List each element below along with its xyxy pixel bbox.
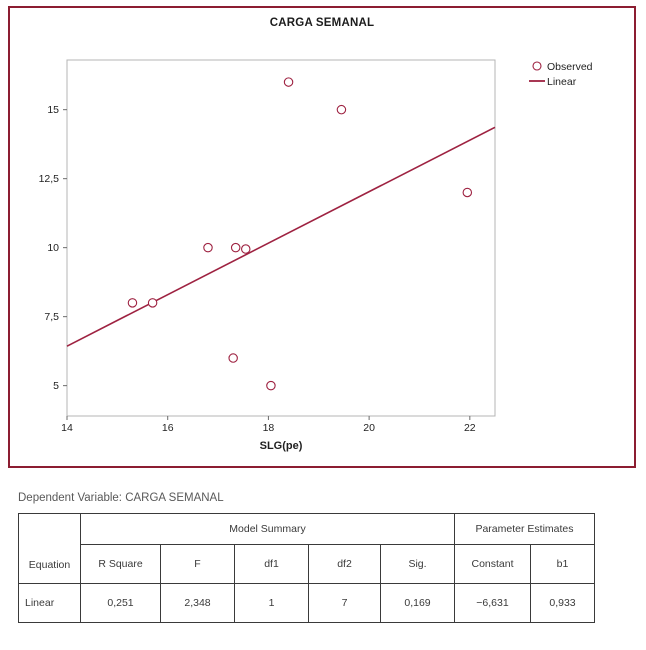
- x-tick-label: 22: [464, 422, 476, 434]
- cell-b1: 0,933: [530, 583, 595, 623]
- y-tick-label: 12,5: [39, 173, 60, 185]
- col-header-equation: Equation: [18, 513, 81, 584]
- cell-equation: Linear: [18, 583, 81, 623]
- results-table: Equation Model Summary Parameter Estimat…: [18, 513, 595, 623]
- x-tick-label: 18: [263, 422, 275, 434]
- observed-point: [127, 298, 138, 308]
- cell-sig: 0,169: [380, 583, 455, 623]
- observed-point: [241, 244, 251, 254]
- y-tick-label: 15: [47, 104, 59, 116]
- group-header-model-summary: Model Summary: [80, 513, 455, 545]
- y-tick-label: 10: [47, 242, 59, 254]
- group-header-parameter-estimates: Parameter Estimates: [454, 513, 595, 545]
- table-row: Linear 0,251 2,348 1 7 0,169 −6,631 0,93…: [18, 583, 595, 623]
- observed-point: [228, 353, 238, 363]
- cell-df2: 7: [308, 583, 381, 623]
- x-tick-label: 20: [363, 422, 375, 434]
- chart-frame: CARGA SEMANAL 5 7,5 10 12,5 15 14 16 18 20 22 SLG(…: [8, 6, 636, 468]
- y-tick-label: 7,5: [44, 311, 59, 323]
- col-header-df2: df2: [308, 544, 381, 584]
- col-header-f: F: [160, 544, 235, 584]
- observed-point: [230, 242, 241, 253]
- col-header-df1: df1: [234, 544, 309, 584]
- cell-rsquare: 0,251: [80, 583, 161, 623]
- x-tick-label: 14: [61, 422, 73, 434]
- cell-df1: 1: [234, 583, 309, 623]
- regression-line: [66, 126, 496, 347]
- legend-observed-label: Observed: [547, 61, 593, 73]
- observed-point: [462, 187, 473, 198]
- dependent-variable-label: Dependent Variable: CARGA SEMANAL: [18, 492, 224, 504]
- scatter-plot: 5 7,5 10 12,5 15 14 16 18 20 22 SLG(pe) Observed Lin…: [39, 59, 593, 452]
- legend-linear-label: Linear: [547, 76, 577, 88]
- x-axis-label: SLG(pe): [260, 440, 303, 452]
- cell-f: 2,348: [160, 583, 235, 623]
- plot-area: [66, 59, 496, 417]
- observed-point: [336, 104, 347, 115]
- y-tick-label: 5: [53, 380, 59, 392]
- x-tick-label: 16: [162, 422, 174, 434]
- col-header-sig: Sig.: [380, 544, 455, 584]
- observed-point: [266, 380, 276, 391]
- regression-results-section: Dependent Variable: CARGA SEMANAL Equati…: [18, 492, 628, 623]
- observed-point: [203, 242, 213, 253]
- col-header-b1: b1: [530, 544, 595, 584]
- observed-point: [147, 298, 158, 308]
- cell-constant: −6,631: [454, 583, 531, 623]
- legend-observed-marker-icon: [532, 61, 542, 71]
- col-header-constant: Constant: [454, 544, 531, 584]
- observed-point: [283, 77, 294, 87]
- col-header-rsquare: R Square: [80, 544, 161, 584]
- chart-title: CARGA SEMANAL: [269, 17, 375, 29]
